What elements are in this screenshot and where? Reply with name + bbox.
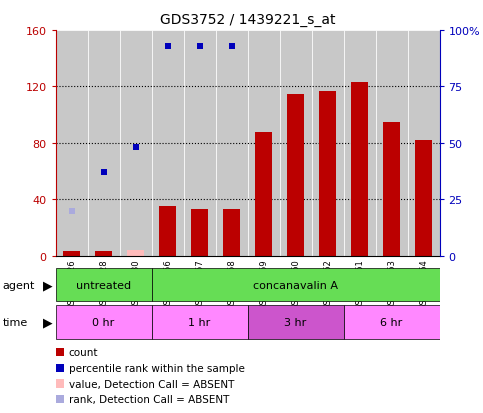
Bar [95, 252, 113, 256]
Text: untreated: untreated [76, 280, 131, 290]
Title: GDS3752 / 1439221_s_at: GDS3752 / 1439221_s_at [160, 13, 335, 27]
Bar [248, 306, 343, 339]
Text: count: count [69, 347, 98, 357]
Bar [408, 31, 440, 256]
Text: ▶: ▶ [43, 278, 52, 292]
Bar [248, 31, 280, 256]
Bar [343, 306, 440, 339]
Bar [63, 252, 80, 256]
Text: percentile rank within the sample: percentile rank within the sample [69, 363, 244, 373]
Bar [56, 31, 87, 256]
Bar [319, 91, 336, 256]
Text: rank, Detection Call = ABSENT: rank, Detection Call = ABSENT [69, 394, 229, 404]
Bar [184, 31, 215, 256]
Text: 1 hr: 1 hr [188, 317, 211, 327]
Text: 0 hr: 0 hr [92, 317, 114, 327]
Bar [152, 306, 248, 339]
Bar [415, 141, 432, 256]
Bar [152, 268, 440, 301]
Bar [343, 31, 376, 256]
Bar [383, 122, 400, 256]
Bar [87, 31, 120, 256]
Text: concanavalin A: concanavalin A [253, 280, 338, 290]
Text: agent: agent [2, 280, 35, 290]
Bar [56, 306, 152, 339]
Bar [152, 31, 184, 256]
Text: time: time [2, 317, 28, 327]
Text: 6 hr: 6 hr [381, 317, 403, 327]
Bar [127, 250, 144, 256]
Bar [120, 31, 152, 256]
Bar [223, 210, 241, 256]
Bar [312, 31, 343, 256]
Bar [191, 210, 208, 256]
Bar [287, 94, 304, 256]
Text: ▶: ▶ [43, 316, 52, 329]
Text: 3 hr: 3 hr [284, 317, 307, 327]
Text: value, Detection Call = ABSENT: value, Detection Call = ABSENT [69, 379, 234, 389]
Bar [376, 31, 408, 256]
Bar [215, 31, 248, 256]
Bar [351, 83, 369, 256]
Bar [280, 31, 312, 256]
Bar [56, 268, 152, 301]
Bar [159, 207, 176, 256]
Bar [255, 132, 272, 256]
